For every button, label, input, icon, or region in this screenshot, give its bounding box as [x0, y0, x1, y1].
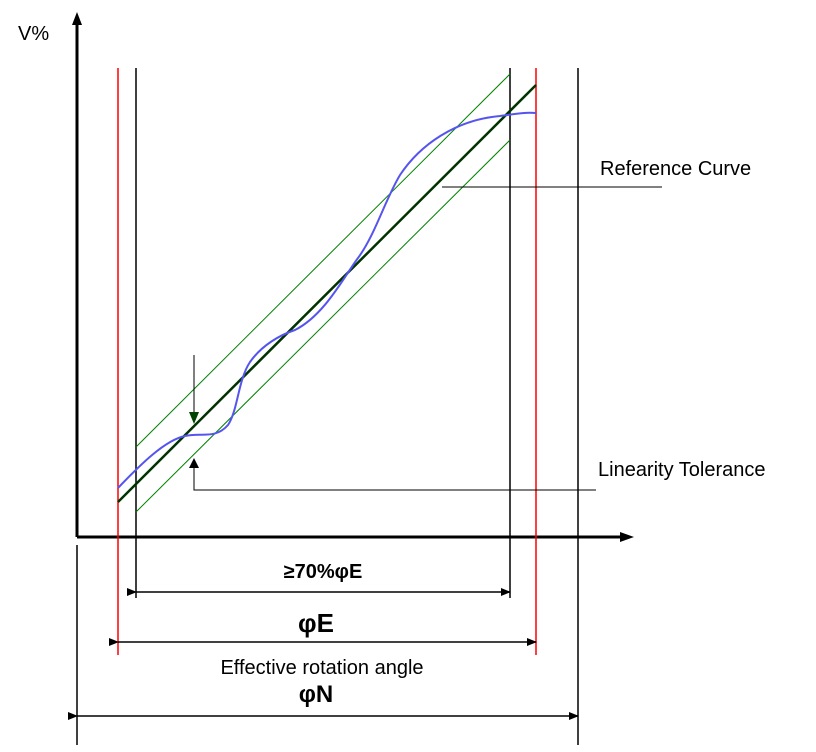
x-axis-arrowhead: [620, 532, 634, 542]
reference-curve-label: Reference Curve: [600, 158, 751, 180]
dim-phi-e-label: φE: [298, 608, 334, 638]
linearity-tolerance-leader: [193, 466, 596, 491]
measured-curve: [117, 111, 537, 489]
tolerance-upper-line: [135, 73, 511, 448]
linearity-tolerance-label: Linearity Tolerance: [598, 459, 766, 481]
dim-70-label: ≥70%φE: [284, 561, 363, 583]
effective-rotation-label: Effective rotation angle: [220, 657, 423, 679]
reference-line: [117, 84, 537, 503]
down-arrow-head: [189, 412, 199, 424]
dimension-phi-e: φE Effective rotation angle: [109, 608, 537, 679]
dim-phi-n-label: φN: [299, 681, 334, 708]
dimension-70-percent: ≥70%φE: [127, 561, 511, 596]
tolerance-band: [135, 73, 511, 513]
y-axis-arrowhead: [72, 12, 82, 25]
axes: V%: [18, 12, 634, 542]
tolerance-lower-line: [135, 139, 511, 513]
up-arrow-head: [189, 458, 199, 468]
tolerance-arrows: [189, 355, 596, 491]
dimension-phi-n: φN: [68, 681, 579, 720]
boundary-lines: [76, 68, 579, 745]
y-axis-label: V%: [18, 23, 49, 45]
